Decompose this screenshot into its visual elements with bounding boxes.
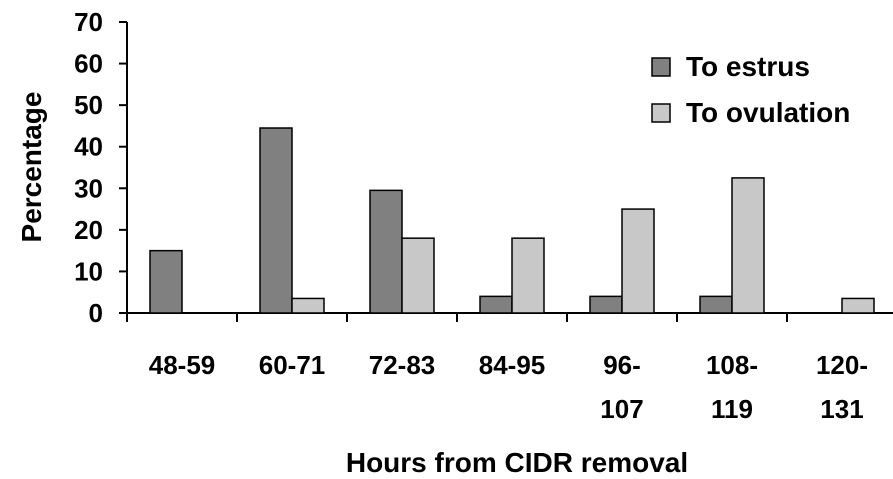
x-tick-label: 96- bbox=[603, 350, 641, 380]
legend: To estrus To ovulation bbox=[651, 51, 850, 128]
x-tick-label: 84-95 bbox=[479, 350, 546, 380]
y-axis-title: Percentage bbox=[16, 92, 47, 243]
x-tick-label: 120- bbox=[816, 350, 868, 380]
bar-estrus-72-83 bbox=[369, 189, 403, 314]
bar-ovulation-60-71 bbox=[291, 297, 325, 314]
y-tick-label: 50 bbox=[74, 90, 103, 120]
x-tick-label: 107 bbox=[600, 394, 643, 424]
x-tick-label: 72-83 bbox=[369, 350, 436, 380]
y-tick-label: 70 bbox=[74, 7, 103, 37]
legend-swatch bbox=[651, 57, 671, 77]
y-tick-label: 40 bbox=[74, 132, 103, 162]
bars bbox=[149, 127, 875, 314]
legend-swatch bbox=[651, 103, 671, 123]
y-tick-label: 20 bbox=[74, 215, 103, 245]
bar-ovulation-84-95 bbox=[511, 237, 545, 314]
bar-estrus-108-119 bbox=[699, 295, 733, 314]
bar-estrus-60-71 bbox=[259, 127, 293, 314]
x-axis-title: Hours from CIDR removal bbox=[346, 447, 688, 478]
x-tick-label: 48-59 bbox=[149, 350, 216, 380]
legend-label: To estrus bbox=[686, 51, 810, 82]
bar-estrus-96-107 bbox=[589, 295, 623, 314]
bar-ovulation-72-83 bbox=[401, 237, 435, 314]
x-tick-label: 119 bbox=[711, 394, 753, 424]
axes: 0 10 20 30 40 50 60 70 bbox=[74, 7, 893, 328]
bar-ovulation-96-107 bbox=[621, 208, 655, 314]
x-tick-label: 131 bbox=[820, 394, 863, 424]
x-tick-label: 60-71 bbox=[259, 350, 326, 380]
bar-estrus-84-95 bbox=[479, 295, 513, 314]
legend-label: To ovulation bbox=[686, 97, 850, 128]
y-tick-label: 0 bbox=[89, 298, 103, 328]
bar-ovulation-108-119 bbox=[731, 177, 765, 314]
category-labels: 48-59 60-71 72-83 84-95 96- 107 108- 119 120- 131 bbox=[149, 350, 868, 424]
bar-estrus-48-59 bbox=[149, 249, 183, 314]
bar-ovulation-120-131 bbox=[841, 297, 875, 314]
x-tick-label: 108- bbox=[706, 350, 758, 380]
y-tick-label: 10 bbox=[74, 256, 103, 286]
y-tick-label: 60 bbox=[74, 49, 103, 79]
y-tick-label: 30 bbox=[74, 173, 103, 203]
